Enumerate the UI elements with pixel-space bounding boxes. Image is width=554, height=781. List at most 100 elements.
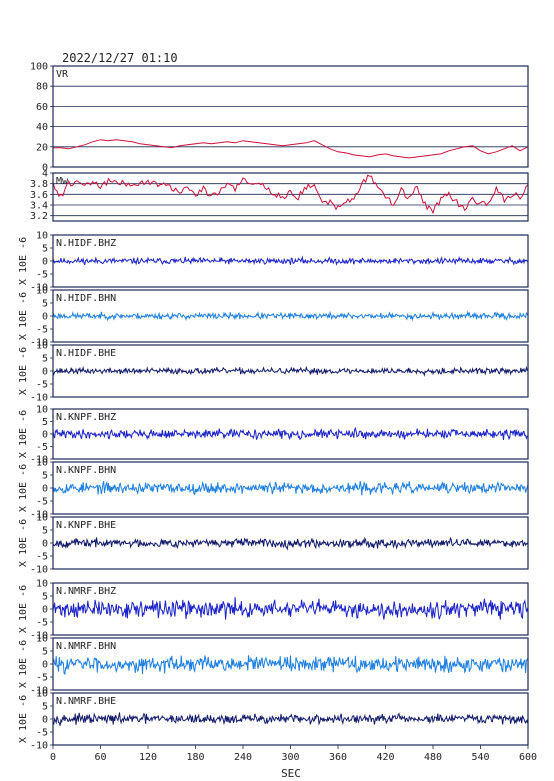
trace-n-nmrf-bhn xyxy=(52,655,529,676)
panel-n-knpf-bhn: -10 -5 0 5 10 N.KNPF.BHN X 10E -6 xyxy=(18,458,529,521)
panel-n-hidf-bhz: -10 -5 0 5 10 N.HIDF.BHZ X 10E -6 xyxy=(18,231,529,294)
x-tick-label: 300 xyxy=(281,752,299,763)
y-tick-label: 0 xyxy=(42,605,48,616)
x-tick-label: 420 xyxy=(376,752,394,763)
x-tick-label: 360 xyxy=(329,752,347,763)
x-tick-label: 60 xyxy=(94,752,106,763)
y-tick-label: -5 xyxy=(36,552,48,563)
unit-label: X 10E -6 xyxy=(18,695,29,743)
y-tick-label: -10 xyxy=(30,741,48,752)
y-tick-label: 0 xyxy=(42,430,48,441)
panel-label: Mw xyxy=(56,176,69,187)
y-tick-label: -10 xyxy=(30,510,48,521)
x-axis-label: SEC xyxy=(281,767,301,780)
y-tick-label: 3.6 xyxy=(30,190,48,201)
y-tick-label: 5 xyxy=(42,526,48,537)
x-tick-label: 480 xyxy=(424,752,442,763)
trace-n-knpf-bhe xyxy=(52,536,529,551)
y-tick-label: -10 xyxy=(30,631,48,642)
y-tick-label: 5 xyxy=(42,299,48,310)
y-tick-label: 5 xyxy=(42,244,48,255)
y-tick-label: -5 xyxy=(36,380,48,391)
y-tick-label: -10 xyxy=(30,565,48,576)
panel-label: N.KNPF.BHN xyxy=(56,465,116,476)
y-tick-label: -10 xyxy=(30,393,48,404)
panel-frame xyxy=(52,582,529,636)
chart-title: 2022/12/27 01:10 xyxy=(62,51,178,65)
y-tick-label: 40 xyxy=(36,122,48,133)
x-tick-label: 540 xyxy=(471,752,489,763)
y-tick-label: 80 xyxy=(36,82,48,93)
panel-label: N.KNPF.BHZ xyxy=(56,412,116,423)
y-tick-label: 10 xyxy=(36,458,48,469)
trace-n-nmrf-bhz xyxy=(52,597,529,620)
y-tick-label: 0 xyxy=(42,257,48,268)
y-tick-label: 10 xyxy=(36,579,48,590)
y-tick-label: 60 xyxy=(36,102,48,113)
panel-frame xyxy=(52,289,529,343)
unit-label: X 10E -6 xyxy=(18,237,29,285)
panel-label: N.HIDF.BHE xyxy=(56,348,116,359)
y-tick-label: 5 xyxy=(42,417,48,428)
trace-mw xyxy=(52,174,529,215)
trace-n-hidf-bhn xyxy=(52,310,529,322)
unit-label: X 10E -6 xyxy=(18,640,29,688)
x-tick-label: 120 xyxy=(139,752,157,763)
panel-n-nmrf-bhn: -10 -5 0 5 10 N.NMRF.BHN X 10E -6 xyxy=(18,634,529,697)
trace-n-nmrf-bhe xyxy=(52,712,529,726)
y-tick-label: -10 xyxy=(30,338,48,349)
panel-vr: 0 20 40 60 80 100 VR xyxy=(30,62,529,174)
panel-n-nmrf-bhz: -10 -5 0 5 10 N.NMRF.BHZ X 10E -6 xyxy=(18,579,529,642)
unit-label: X 10E -6 xyxy=(18,292,29,340)
y-tick-label: -5 xyxy=(36,497,48,508)
y-tick-label: 3.2 xyxy=(30,211,48,222)
y-tick-label: 0 xyxy=(42,539,48,550)
trace-n-knpf-bhn xyxy=(52,480,529,496)
y-tick-label: 5 xyxy=(42,592,48,603)
panel-n-hidf-bhe: -10 -5 0 5 10 N.HIDF.BHE X 10E -6 xyxy=(18,341,529,404)
y-tick-label: 10 xyxy=(36,634,48,645)
y-tick-label: 0 xyxy=(42,715,48,726)
panel-label: N.NMRF.BHE xyxy=(56,696,116,707)
panel-frame xyxy=(52,344,529,398)
y-tick-label: 0 xyxy=(42,367,48,378)
panels: 020406080100VR3.23.43.63.84Mw-10-50510N.… xyxy=(18,62,529,752)
unit-label: X 10E -6 xyxy=(18,347,29,395)
y-tick-label: 10 xyxy=(36,341,48,352)
y-tick-label: 10 xyxy=(36,286,48,297)
y-tick-label: 5 xyxy=(42,647,48,658)
panel-frame xyxy=(52,516,529,570)
trace-n-knpf-bhz xyxy=(52,426,529,441)
y-tick-label: 5 xyxy=(42,471,48,482)
y-tick-label: 10 xyxy=(36,513,48,524)
panel-label: VR xyxy=(56,69,69,80)
panel-frame xyxy=(52,172,529,222)
y-tick-label: 20 xyxy=(36,142,48,153)
y-tick-label: 3.4 xyxy=(30,201,48,212)
y-tick-label: -5 xyxy=(36,325,48,336)
y-tick-label: -10 xyxy=(30,455,48,466)
unit-label: X 10E -6 xyxy=(18,464,29,512)
y-tick-label: 3.8 xyxy=(30,179,48,190)
panel-n-knpf-bhe: -10 -5 0 5 10 N.KNPF.BHE X 10E -6 xyxy=(18,513,529,576)
y-tick-label: -5 xyxy=(36,270,48,281)
unit-label: X 10E -6 xyxy=(18,410,29,458)
y-tick-label: -5 xyxy=(36,442,48,453)
panel-frame xyxy=(52,637,529,691)
y-tick-label: 10 xyxy=(36,689,48,700)
x-tick-label: 240 xyxy=(234,752,252,763)
y-tick-label: 10 xyxy=(36,405,48,416)
unit-label: X 10E -6 xyxy=(18,585,29,633)
unit-label: X 10E -6 xyxy=(18,519,29,567)
y-tick-label: 10 xyxy=(36,231,48,242)
y-tick-label: -10 xyxy=(30,686,48,697)
y-tick-label: -5 xyxy=(36,618,48,629)
panel-mw: 3.23.43.63.84 Mw xyxy=(30,169,529,222)
panel-label: N.NMRF.BHZ xyxy=(56,586,116,597)
y-tick-label: -10 xyxy=(30,283,48,294)
panel-label: N.HIDF.BHZ xyxy=(56,238,116,249)
y-tick-label: -5 xyxy=(36,728,48,739)
panel-label: N.KNPF.BHE xyxy=(56,520,116,531)
